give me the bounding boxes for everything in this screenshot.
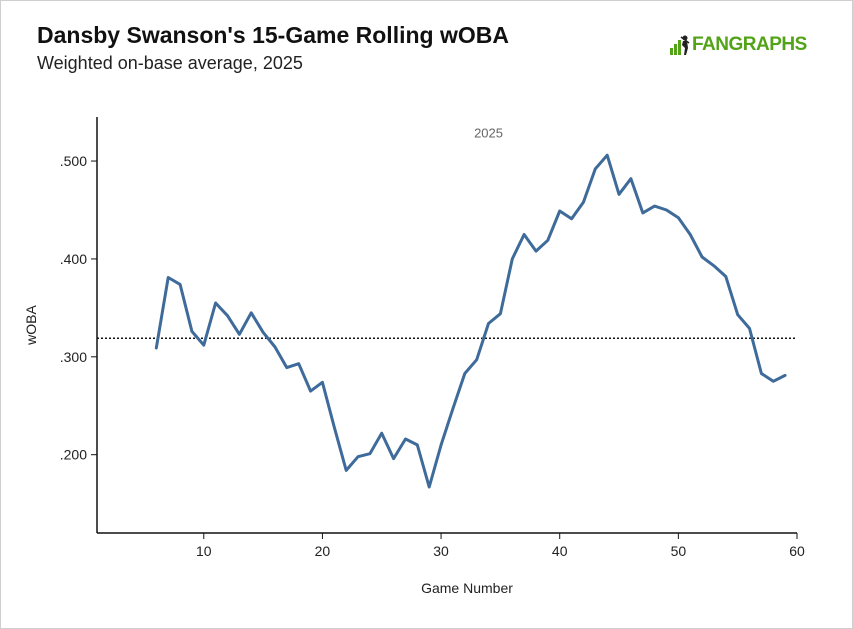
data-point <box>333 426 336 429</box>
chart-subtitle: Weighted on-base average, 2025 <box>37 53 303 73</box>
y-tick-label: .200 <box>60 447 87 463</box>
data-point <box>617 193 621 196</box>
data-point <box>428 485 431 489</box>
data-point <box>178 283 182 286</box>
y-axis-label: wOBA <box>23 305 39 346</box>
data-point <box>250 311 253 314</box>
data-point <box>665 208 668 212</box>
data-point <box>214 301 217 305</box>
x-tick-label: 40 <box>552 543 568 559</box>
data-point <box>641 211 644 215</box>
data-point <box>345 469 348 472</box>
fangraphs-logo: FANGRAPHS <box>668 33 807 57</box>
data-point <box>677 216 680 219</box>
x-tick-label: 20 <box>315 543 331 559</box>
data-point <box>689 233 692 236</box>
data-point <box>475 358 478 361</box>
y-tick-label: .300 <box>60 349 87 365</box>
x-tick-label: 10 <box>196 543 212 559</box>
data-point <box>273 345 277 349</box>
x-tick-label: 60 <box>789 543 805 559</box>
data-point <box>712 264 716 267</box>
data-point <box>736 313 739 316</box>
data-point <box>772 380 775 383</box>
data-point <box>783 374 787 377</box>
data-point <box>261 331 265 334</box>
data-point <box>594 167 597 171</box>
data-point <box>238 333 241 336</box>
data-point <box>582 201 585 204</box>
data-point <box>356 455 360 458</box>
data-point <box>570 217 573 220</box>
y-tick-label: .500 <box>60 153 87 169</box>
data-point <box>760 372 763 375</box>
data-point <box>451 407 455 410</box>
x-tick-label: 50 <box>671 543 687 559</box>
data-point <box>416 443 419 447</box>
data-point <box>558 209 561 213</box>
x-tick-label: 30 <box>433 543 449 559</box>
logo-text: FANGRAPHS <box>692 34 807 55</box>
data-point <box>297 362 300 365</box>
data-point <box>309 389 312 393</box>
data-point <box>368 452 372 455</box>
data-point <box>463 372 466 375</box>
data-point <box>167 276 170 279</box>
data-point <box>190 330 194 333</box>
data-point <box>487 322 490 325</box>
data-point <box>155 346 158 350</box>
data-point <box>522 233 526 236</box>
data-point <box>653 204 656 208</box>
woba-series-line <box>154 153 787 489</box>
data-point <box>404 437 407 441</box>
data-point <box>700 255 704 259</box>
y-tick-label: .400 <box>60 251 87 267</box>
chart-title: Dansby Swanson's 15-Game Rolling wOBA <box>37 22 509 48</box>
data-point <box>724 275 727 278</box>
data-point <box>202 343 205 347</box>
data-point <box>511 257 514 261</box>
data-point <box>321 381 324 384</box>
data-point <box>546 239 549 242</box>
data-point <box>439 443 443 447</box>
batter-icon <box>670 35 690 55</box>
data-point <box>748 327 751 330</box>
data-point <box>226 314 229 317</box>
data-point <box>380 432 383 435</box>
data-point <box>285 366 288 369</box>
data-point <box>499 312 502 315</box>
data-point <box>629 177 633 180</box>
x-axis-label: Game Number <box>421 580 513 596</box>
data-point <box>606 154 609 157</box>
data-point <box>392 457 395 460</box>
year-annotation: 2025 <box>474 126 503 141</box>
data-point <box>534 249 538 253</box>
